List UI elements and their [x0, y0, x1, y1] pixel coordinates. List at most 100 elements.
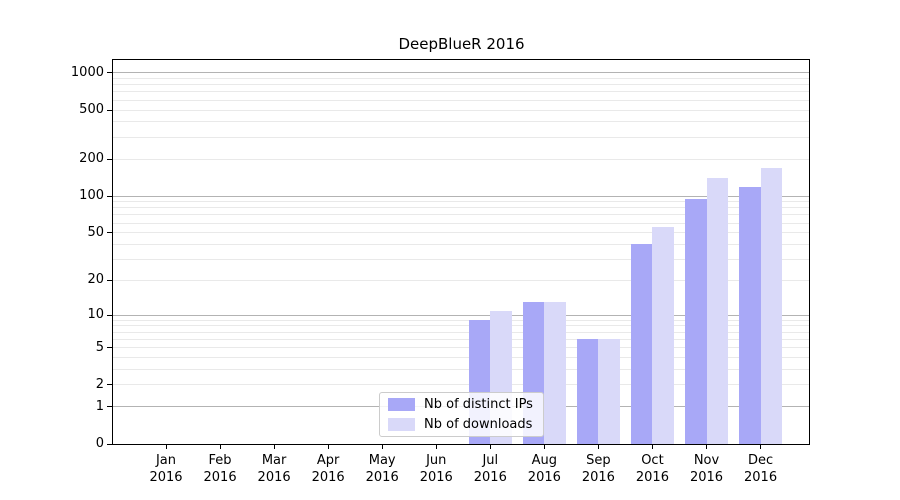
x-tick-label: Jun 2016 — [404, 452, 468, 486]
bar-downloads-oct — [652, 226, 674, 444]
bar-downloads-dec — [760, 167, 783, 444]
legend-swatch-distinct-ips — [388, 398, 415, 411]
y-tick-mark — [107, 406, 112, 408]
y-tick-label: 1 — [95, 398, 104, 414]
x-tick-month: Nov — [693, 453, 720, 468]
x-tick-mark — [651, 445, 653, 449]
gridline-minor — [113, 158, 810, 160]
x-tick-month: Dec — [747, 453, 774, 468]
x-tick-month: Jan — [155, 453, 177, 468]
x-tick-label: Jul 2016 — [458, 452, 522, 486]
gridline-minor — [113, 259, 810, 261]
y-tick-label: 0 — [95, 436, 104, 451]
x-tick-year: 2016 — [419, 470, 453, 485]
x-tick-month: Feb — [208, 453, 232, 468]
legend: Nb of distinct IPs Nb of downloads — [379, 392, 544, 437]
gridline-minor — [113, 347, 810, 349]
x-tick-mark — [327, 445, 329, 449]
gridline-minor — [113, 243, 810, 245]
x-tick-label: Feb 2016 — [188, 452, 252, 486]
x-tick-label: Sep 2016 — [566, 452, 630, 486]
x-tick-label: Dec 2016 — [729, 452, 793, 486]
gridline-minor — [113, 222, 810, 224]
gridline-minor — [113, 99, 810, 101]
x-tick-year: 2016 — [365, 470, 399, 485]
legend-label-downloads: Nb of downloads — [424, 417, 533, 432]
gridline-major — [113, 314, 810, 316]
gridline-minor — [113, 136, 810, 138]
gridline-minor — [113, 338, 810, 340]
x-tick-label: Apr 2016 — [296, 452, 360, 486]
gridline-minor — [113, 84, 810, 86]
x-tick-year: 2016 — [149, 470, 183, 485]
y-tick-mark — [107, 384, 112, 386]
x-tick-year: 2016 — [527, 470, 561, 485]
x-tick-label: Jan 2016 — [134, 452, 198, 486]
gridline-minor — [113, 78, 810, 79]
y-tick-mark — [107, 443, 112, 445]
y-tick-mark — [107, 158, 112, 160]
bar-distinct-ips-nov — [685, 199, 707, 444]
bar-distinct-ips-dec — [739, 186, 761, 444]
y-tick-mark — [107, 195, 112, 197]
gridline-minor — [113, 91, 810, 93]
x-tick-mark — [165, 445, 167, 449]
legend-swatch-downloads — [388, 418, 415, 431]
x-tick-label: Nov 2016 — [675, 452, 739, 486]
x-tick-month: May — [368, 453, 396, 468]
x-tick-mark — [381, 445, 383, 449]
x-tick-month: Apr — [316, 453, 340, 468]
x-tick-month: Mar — [261, 453, 287, 468]
gridline-minor — [113, 384, 810, 386]
y-tick-mark — [107, 279, 112, 281]
bar-distinct-ips-sep — [576, 339, 599, 444]
y-tick-label: 200 — [79, 151, 104, 167]
x-tick-month: Oct — [641, 453, 664, 468]
bar-downloads-nov — [706, 178, 728, 444]
gridline-minor — [113, 232, 810, 234]
x-tick-month: Jul — [482, 453, 499, 468]
y-tick-label: 2 — [95, 376, 104, 392]
gridline-minor — [113, 214, 810, 216]
y-tick-label: 20 — [87, 272, 104, 288]
y-tick-mark — [107, 72, 112, 74]
bar-downloads-aug — [544, 302, 566, 444]
x-tick-month: Sep — [586, 453, 611, 468]
x-tick-year: 2016 — [581, 470, 615, 485]
y-tick-mark — [107, 314, 112, 316]
x-tick-mark — [435, 445, 437, 449]
y-tick-label: 50 — [87, 224, 104, 240]
y-tick-label: 10 — [87, 307, 104, 323]
gridline-minor — [113, 369, 810, 371]
x-tick-label: Oct 2016 — [620, 452, 684, 486]
plot-area — [113, 60, 810, 444]
y-tick-label: 1000 — [70, 64, 104, 80]
gridline-minor — [113, 325, 810, 327]
x-tick-month: Jun — [426, 453, 447, 468]
gridline-minor — [113, 201, 810, 203]
chart-title: DeepBlueR 2016 — [398, 35, 525, 53]
legend-item-distinct-ips: Nb of distinct IPs — [388, 397, 535, 412]
y-tick-mark — [107, 232, 112, 234]
x-tick-month: Aug — [531, 453, 558, 468]
y-tick-label: 100 — [79, 188, 104, 204]
y-tick-mark — [107, 347, 112, 349]
gridline-minor — [113, 357, 810, 359]
x-tick-mark — [489, 445, 491, 449]
gridline-major — [113, 195, 810, 197]
bar-distinct-ips-oct — [630, 244, 653, 444]
y-tick-mark — [107, 109, 112, 111]
gridline-minor — [113, 331, 810, 333]
x-tick-year: 2016 — [635, 470, 669, 485]
x-tick-year: 2016 — [473, 470, 507, 485]
gridline-minor — [113, 279, 810, 281]
y-tick-label: 5 — [95, 339, 104, 355]
legend-item-downloads: Nb of downloads — [388, 417, 535, 432]
gridline-minor — [113, 109, 810, 111]
bar-downloads-sep — [598, 339, 620, 444]
x-tick-mark — [273, 445, 275, 449]
x-tick-year: 2016 — [203, 470, 237, 485]
x-tick-label: May 2016 — [350, 452, 414, 486]
x-tick-year: 2016 — [311, 470, 345, 485]
